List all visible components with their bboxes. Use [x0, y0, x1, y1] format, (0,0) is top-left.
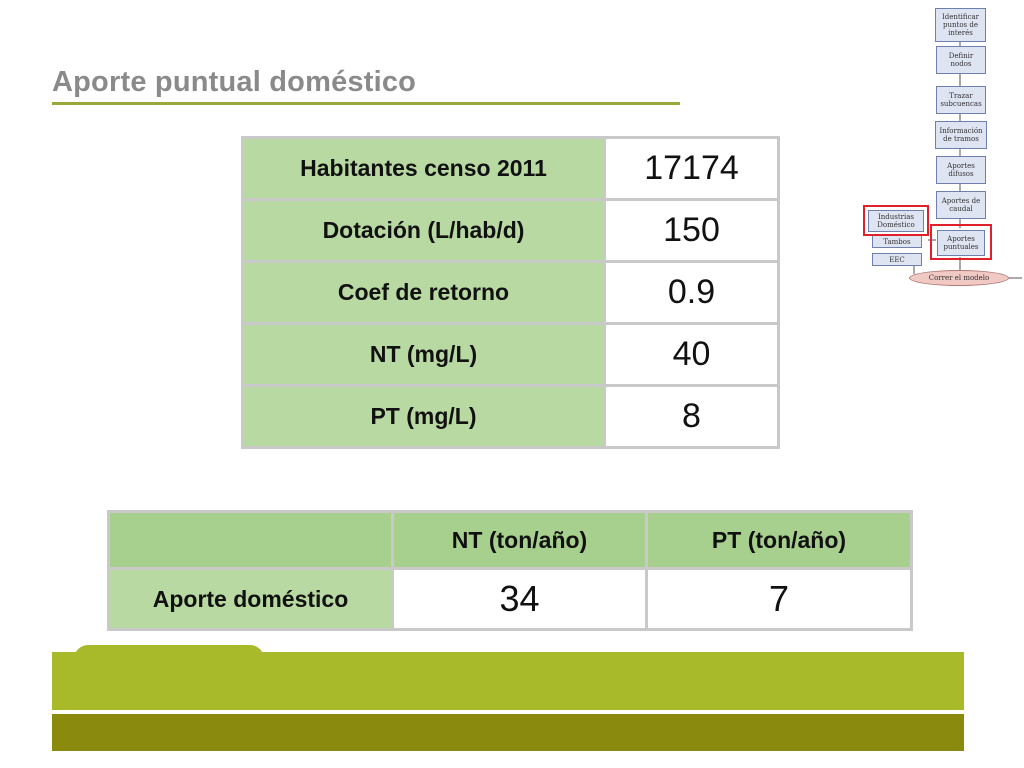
flow-node-tambos: Tambos [872, 235, 922, 248]
table-row: Habitantes censo 2011 17174 [241, 136, 780, 201]
flow-node-industrias: Industrias Doméstico [868, 210, 924, 232]
row-label: Aporte doméstico [107, 567, 394, 631]
header-pt: PT (ton/año) [645, 510, 913, 570]
param-value: 0.9 [603, 260, 780, 325]
table-header-row: NT (ton/año) PT (ton/año) [107, 510, 913, 570]
highlight-box-puntuales [930, 224, 992, 260]
flow-node-definir: Definir nodos [936, 46, 986, 74]
footer-band-dark [52, 714, 964, 751]
flow-node-trazar: Trazar subcuencas [936, 86, 986, 114]
pt-value: 7 [645, 567, 913, 631]
table-row: NT (mg/L) 40 [241, 322, 780, 387]
flow-node-eec: EEC [872, 253, 922, 266]
parameters-table: Habitantes censo 2011 17174 Dotación (L/… [241, 136, 780, 449]
flow-node-informacion: Información de tramos [935, 121, 987, 149]
title-underline [52, 102, 680, 105]
param-label: Coef de retorno [241, 260, 606, 325]
param-value: 8 [603, 384, 780, 449]
param-value: 150 [603, 198, 780, 263]
results-table: NT (ton/año) PT (ton/año) Aporte domésti… [107, 510, 913, 631]
process-flowchart: Identificar puntos de interés Definir no… [858, 4, 1024, 294]
param-value: 40 [603, 322, 780, 387]
flow-node-puntuales: Aportes puntuales [937, 230, 985, 256]
footer-band-light [52, 652, 964, 710]
param-value: 17174 [603, 136, 780, 201]
flow-node-difusos: Aportes difusos [936, 156, 986, 184]
highlight-box-industrias [863, 205, 929, 236]
table-row: Aporte doméstico 34 7 [107, 567, 913, 631]
header-empty-cell [107, 510, 394, 570]
flow-node-caudal: Aportes de caudal [936, 191, 986, 219]
param-label: PT (mg/L) [241, 384, 606, 449]
param-label: Dotación (L/hab/d) [241, 198, 606, 263]
flow-end-ellipse: Correr el modelo [909, 270, 1009, 286]
table-row: PT (mg/L) 8 [241, 384, 780, 449]
flow-node-identificar: Identificar puntos de interés [935, 8, 986, 42]
table-row: Dotación (L/hab/d) 150 [241, 198, 780, 263]
param-label: Habitantes censo 2011 [241, 136, 606, 201]
param-label: NT (mg/L) [241, 322, 606, 387]
slide-title: Aporte puntual doméstico [52, 66, 417, 98]
header-nt: NT (ton/año) [391, 510, 648, 570]
table-row: Coef de retorno 0.9 [241, 260, 780, 325]
nt-value: 34 [391, 567, 648, 631]
